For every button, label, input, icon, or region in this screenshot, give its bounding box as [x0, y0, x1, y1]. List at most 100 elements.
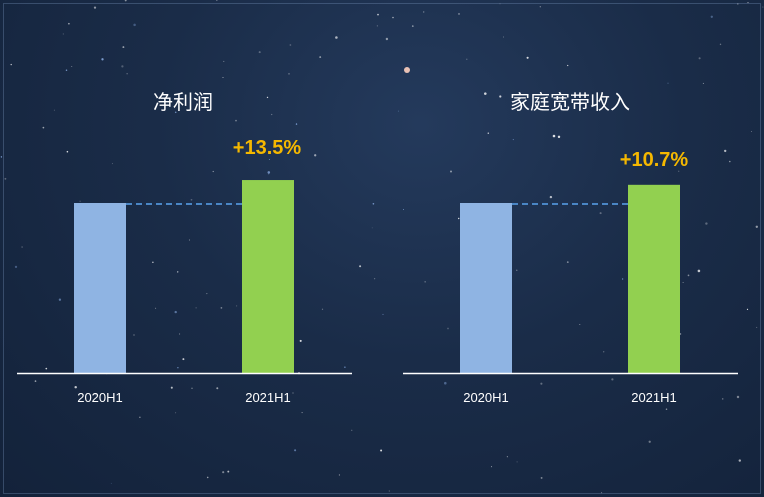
star: [397, 110, 399, 112]
star: [110, 482, 112, 484]
star: [540, 382, 543, 385]
star: [380, 449, 383, 452]
bar-2021h1: [242, 180, 294, 373]
star: [601, 492, 603, 494]
star: [512, 139, 514, 141]
star: [42, 126, 45, 129]
star: [557, 135, 561, 139]
star: [223, 60, 225, 62]
star: [74, 385, 77, 389]
bar-2020h1: [74, 203, 126, 373]
star: [295, 123, 298, 125]
star: [377, 13, 379, 16]
star: [371, 227, 373, 229]
star: [321, 308, 324, 310]
star: [45, 367, 48, 370]
star: [222, 76, 224, 79]
x-tick-label-2021h1: 2021H1: [631, 390, 677, 405]
star: [177, 367, 179, 369]
star: [301, 412, 303, 414]
star: [174, 111, 177, 114]
star: [215, 0, 218, 1]
star: [0, 156, 3, 158]
star: [79, 200, 81, 202]
star: [376, 25, 379, 27]
star: [174, 310, 177, 314]
star: [289, 44, 292, 46]
star: [411, 25, 414, 27]
bar-2021h1: [628, 184, 680, 373]
star: [58, 298, 62, 301]
star: [579, 323, 581, 326]
star: [567, 64, 569, 67]
star: [68, 22, 70, 25]
star: [93, 6, 97, 9]
star: [746, 308, 749, 311]
x-tick-label-2020h1: 2020H1: [463, 390, 509, 405]
star: [603, 351, 605, 353]
star: [65, 69, 68, 72]
star: [682, 282, 684, 283]
star: [71, 66, 73, 67]
star: [335, 36, 338, 39]
star: [175, 412, 177, 414]
star: [679, 333, 682, 335]
star: [314, 154, 317, 157]
star: [458, 12, 460, 15]
star: [402, 208, 405, 211]
star: [736, 395, 740, 399]
star: [188, 239, 190, 241]
star: [450, 170, 452, 173]
star: [388, 490, 390, 492]
star: [4, 177, 7, 180]
star: [133, 23, 136, 27]
star: [738, 459, 741, 462]
star: [457, 217, 460, 220]
star: [338, 474, 340, 476]
star: [288, 73, 290, 75]
star: [236, 305, 238, 307]
star: [729, 160, 731, 163]
star: [111, 163, 113, 165]
star: [258, 51, 261, 54]
star: [212, 170, 214, 173]
star: [177, 271, 179, 273]
net-profit-chart: 净利润 +13.5% 2020H1 2021H1: [17, 90, 352, 405]
star: [444, 381, 447, 385]
star: [487, 132, 490, 134]
star: [195, 307, 197, 309]
chart-title: 净利润: [153, 90, 213, 114]
star: [139, 416, 141, 418]
star: [737, 3, 739, 5]
star: [124, 0, 127, 2]
star: [751, 131, 752, 132]
star: [227, 470, 230, 473]
bar-2020h1: [460, 203, 512, 373]
star: [179, 333, 181, 335]
star: [351, 429, 353, 431]
bright-star: [404, 67, 410, 73]
star: [552, 134, 556, 138]
growth-label: +10.7%: [620, 149, 689, 171]
star: [506, 456, 508, 458]
star: [698, 57, 701, 60]
star: [423, 11, 425, 13]
star: [62, 33, 64, 35]
star: [382, 313, 384, 315]
star: [359, 265, 362, 268]
star: [724, 149, 727, 153]
star: [755, 225, 758, 228]
star: [182, 358, 185, 361]
star: [94, 392, 97, 396]
star: [611, 378, 614, 381]
star: [516, 269, 518, 271]
star: [599, 212, 602, 215]
x-tick-label-2020h1: 2020H1: [77, 390, 123, 405]
star: [294, 449, 297, 452]
star: [121, 65, 124, 68]
star: [580, 103, 582, 105]
star: [697, 269, 701, 273]
star: [268, 173, 270, 175]
star: [499, 95, 502, 98]
star: [374, 278, 376, 280]
